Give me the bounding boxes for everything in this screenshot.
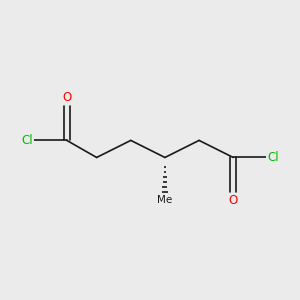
- Text: Me: Me: [157, 195, 172, 205]
- Text: O: O: [62, 91, 71, 104]
- Text: Cl: Cl: [21, 134, 33, 147]
- Text: O: O: [229, 194, 238, 207]
- Text: Cl: Cl: [267, 151, 279, 164]
